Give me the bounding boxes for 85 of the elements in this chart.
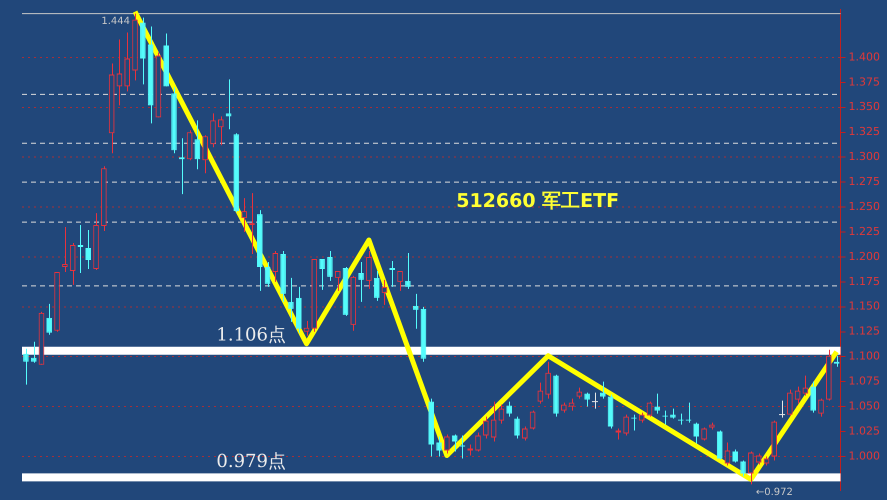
candlestick [23, 348, 29, 386]
candlestick [724, 442, 730, 466]
candlestick [264, 261, 270, 288]
annotation: ←0.972 [756, 487, 793, 498]
candlestick [116, 39, 122, 106]
candlestick [412, 293, 418, 330]
ref-line-label: 1.106点 [216, 324, 286, 346]
candlestick [218, 116, 224, 146]
candlestick [46, 303, 52, 336]
candlestick [467, 444, 474, 456]
candlestick [70, 242, 76, 286]
y-tick-label: 1.100 [848, 350, 880, 363]
candlestick [194, 120, 200, 170]
candlestick [748, 450, 754, 485]
candlestick [272, 250, 278, 282]
candlestick [397, 270, 403, 292]
candlestick [670, 408, 676, 420]
candlestick [30, 341, 36, 364]
y-tick-label: 1.350 [848, 100, 880, 114]
y-tick-label: 1.375 [848, 75, 880, 88]
y-tick-label: 1.275 [848, 175, 880, 188]
y-tick-label: 1.400 [848, 50, 880, 64]
y-tick-label: 1.200 [848, 250, 880, 263]
candlestick [460, 435, 466, 459]
candlestick [498, 404, 504, 424]
candlestick [85, 230, 92, 270]
candlestick [452, 434, 458, 452]
candlestick [327, 250, 333, 282]
y-tick-label: 1.300 [848, 150, 880, 164]
candlestick [475, 432, 481, 452]
candlestick [288, 277, 294, 322]
candlestick [522, 426, 528, 442]
candlestick [600, 381, 606, 400]
candlestick [818, 398, 824, 418]
ref-line-label: 0.979点 [216, 451, 286, 472]
candlestick [802, 375, 808, 396]
candlestick [366, 250, 372, 290]
candlestick [654, 393, 660, 414]
y-tick-label: 1.050 [848, 399, 880, 412]
candlestick [810, 381, 816, 414]
candlestick [530, 410, 536, 430]
y-tick-label: 1.225 [848, 224, 880, 238]
candlestick [405, 252, 411, 290]
candlestick [591, 392, 598, 410]
candlestick [646, 401, 652, 418]
candlestick [304, 320, 310, 336]
candlestick [210, 112, 216, 148]
candlestick [78, 224, 84, 274]
annotation: 1.444 [101, 16, 130, 28]
candlestick [616, 428, 622, 440]
candlestick [374, 270, 380, 302]
candlestick [390, 260, 396, 288]
text: 512660 军工ETF [456, 190, 620, 212]
y-tick-label: 1.075 [848, 374, 880, 388]
y-tick-label: 1.150 [848, 300, 880, 313]
candlestick [584, 392, 590, 408]
candlestick [226, 78, 232, 130]
y-tick-label: 1.250 [848, 200, 880, 213]
candlestick [436, 436, 442, 457]
candlestick [514, 416, 520, 440]
candlestick [490, 401, 496, 442]
candlestick [358, 261, 364, 302]
y-tick-label: 1.325 [848, 125, 880, 138]
y-tick-label: 1.000 [848, 449, 880, 462]
candlestick [538, 382, 544, 404]
candlestick [787, 389, 793, 416]
y-tick-label: 1.125 [848, 324, 880, 338]
candlestick [740, 460, 746, 477]
candlestick [732, 449, 738, 463]
y-tick-label: 1.025 [848, 424, 880, 438]
candlestick [319, 258, 325, 290]
candlestick [701, 427, 707, 442]
candlestick [778, 400, 786, 418]
candlestick [483, 416, 489, 440]
candlestick [382, 279, 388, 306]
candlestick [694, 422, 700, 444]
candlestick [241, 198, 247, 233]
y-tick-label: 1.175 [848, 274, 880, 288]
candlestick [444, 434, 450, 454]
candlestick [202, 134, 208, 174]
candlestick [568, 398, 574, 412]
candlestick [576, 387, 582, 400]
candlestick [623, 414, 629, 436]
candlestick [545, 361, 551, 400]
candlestick [62, 226, 68, 272]
